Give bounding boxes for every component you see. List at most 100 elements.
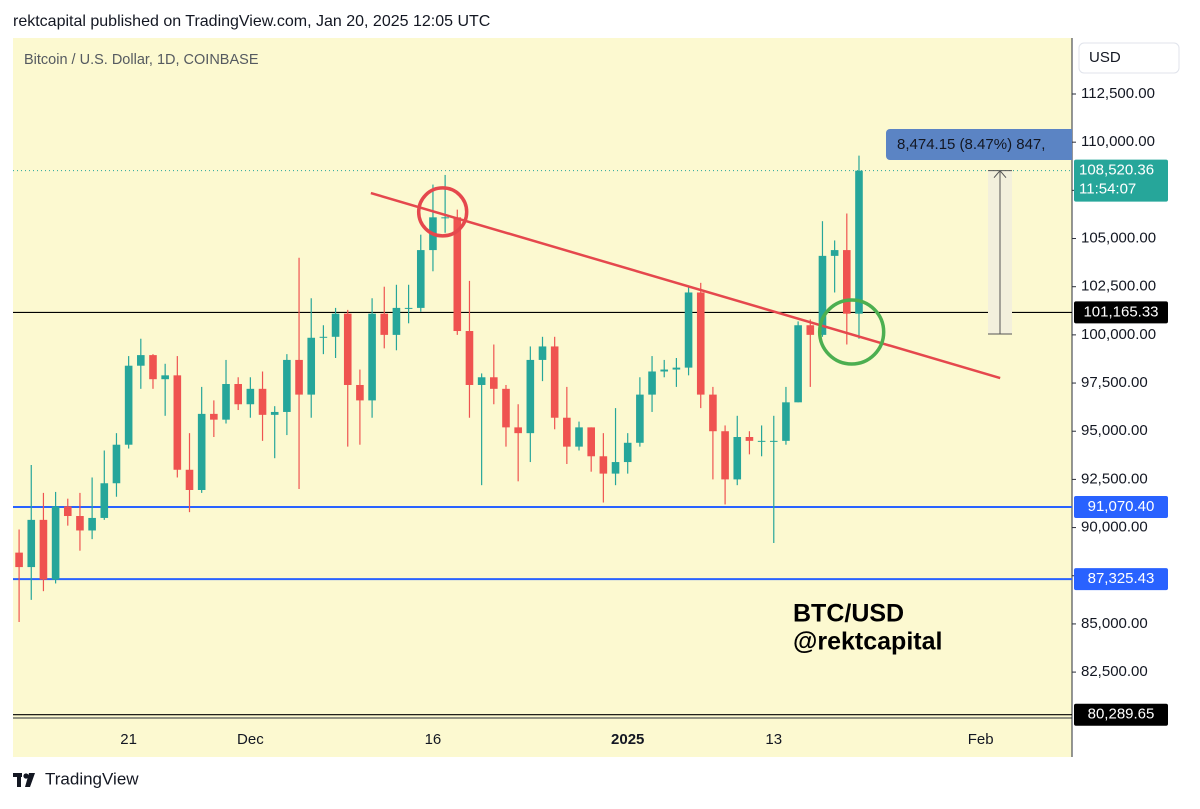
candle-body <box>769 440 778 442</box>
x-tick-label: 2025 <box>611 731 644 748</box>
candle-body <box>246 388 255 405</box>
candle-body <box>465 331 474 385</box>
candle-body <box>587 427 595 457</box>
candle-body <box>648 371 656 395</box>
measure-label: 8,474.15 (8.47%) 847, <box>897 136 1045 153</box>
header: rektcapital published on TradingView.com… <box>13 13 490 30</box>
y-tick-label: 112,500.00 <box>1081 85 1155 102</box>
currency: USD <box>1089 49 1121 66</box>
countdown: 11:54:07 <box>1079 181 1136 198</box>
candle-body <box>672 367 681 370</box>
candle-body <box>356 384 364 401</box>
y-tick-label: 85,000.00 <box>1081 615 1148 632</box>
candle-body <box>818 255 827 335</box>
y-tick-label: 95,000.00 <box>1081 422 1148 439</box>
plot: 8,474.15 (8.47%) 847, BTC/USD@rektcapital <box>13 129 1072 716</box>
highlight-circle <box>416 186 469 238</box>
candle-body <box>490 377 498 389</box>
y-tick-label: 105,000.00 <box>1081 229 1156 246</box>
y-tick-label: 90,000.00 <box>1081 519 1148 536</box>
candle-body <box>636 394 644 443</box>
last-price-label: 108,520.36 <box>1079 162 1154 179</box>
candle-body <box>319 336 328 338</box>
candle-body <box>197 413 206 490</box>
candle-body <box>563 417 571 447</box>
candle-body <box>222 384 230 420</box>
candle-body <box>538 346 547 360</box>
y-tick-label: 110,000.00 <box>1081 133 1155 150</box>
candle-body <box>599 456 608 474</box>
candle-body <box>721 431 729 480</box>
candle-body <box>368 313 376 401</box>
candle-body <box>51 506 60 580</box>
price-line-label: 101,165.33 <box>1083 303 1158 320</box>
candle-body <box>843 250 851 314</box>
candle-body <box>173 375 182 470</box>
x-tick-label: 21 <box>120 731 137 748</box>
candle-body <box>283 359 291 412</box>
candle-body <box>794 325 802 403</box>
measure-label-box <box>886 129 1072 160</box>
footer: TradingView <box>45 769 139 788</box>
candle-body <box>709 394 717 432</box>
annotation: @rektcapital <box>793 628 942 656</box>
candle-body <box>502 388 510 428</box>
candle-body <box>63 506 72 517</box>
footer-logo <box>13 773 35 787</box>
candle-body <box>149 355 157 380</box>
candle-body <box>100 483 109 518</box>
candle-body <box>258 388 267 415</box>
highlight-circle <box>817 298 886 366</box>
x-tick-label: Dec <box>237 731 264 748</box>
price-line-label-box <box>1074 703 1168 726</box>
y-tick-label: 82,500.00 <box>1081 663 1148 680</box>
candle-body <box>380 313 389 335</box>
currency-box <box>1078 42 1180 74</box>
candle-body <box>185 469 194 490</box>
candle-body <box>453 217 462 332</box>
candle-body <box>112 444 121 484</box>
candle-body <box>88 517 96 531</box>
candle-body <box>526 359 535 434</box>
annotation: BTC/USD <box>793 600 904 628</box>
y-tick-label: 92,500.00 <box>1081 470 1148 487</box>
price-line-label-box <box>1074 495 1168 518</box>
candle-body <box>270 411 279 415</box>
candle-body <box>477 377 486 385</box>
candle-body <box>39 519 48 580</box>
candle-body <box>392 307 401 335</box>
price-line-label: 87,325.43 <box>1088 570 1155 587</box>
candle-body <box>343 313 352 385</box>
price-line-label: 91,070.40 <box>1088 498 1155 515</box>
candle-body <box>733 437 742 480</box>
candle-body <box>404 307 413 309</box>
x-tick-label: 13 <box>765 731 782 748</box>
measure-arrowhead <box>993 169 1007 179</box>
candle-body <box>806 325 815 335</box>
y-tick-label: 100,000.00 <box>1081 326 1156 343</box>
price-line-label: 80,289.65 <box>1088 706 1155 723</box>
candle-body <box>514 427 522 434</box>
candle-body <box>855 170 863 314</box>
candle-body <box>15 552 23 568</box>
candle-body <box>210 413 218 420</box>
candle-body <box>684 292 693 368</box>
candle-body <box>782 402 790 441</box>
candle-body <box>611 462 620 474</box>
candle-body <box>550 346 559 418</box>
price-line-label-box <box>1074 301 1168 324</box>
candle-body <box>234 384 242 405</box>
price-line-label-box <box>1074 568 1168 591</box>
candle-body <box>124 365 133 445</box>
candle-body <box>331 313 340 337</box>
candle-body <box>416 250 425 308</box>
x-tick-label: Feb <box>968 731 994 748</box>
y-tick-label: 102,500.00 <box>1081 278 1156 295</box>
last-price-box <box>1074 159 1168 202</box>
chart-title: Bitcoin / U.S. Dollar, 1D, COINBASE <box>24 52 259 68</box>
candle-body <box>295 359 303 395</box>
y-tick-label: 97,500.00 <box>1081 374 1148 391</box>
trendline <box>370 191 1001 380</box>
